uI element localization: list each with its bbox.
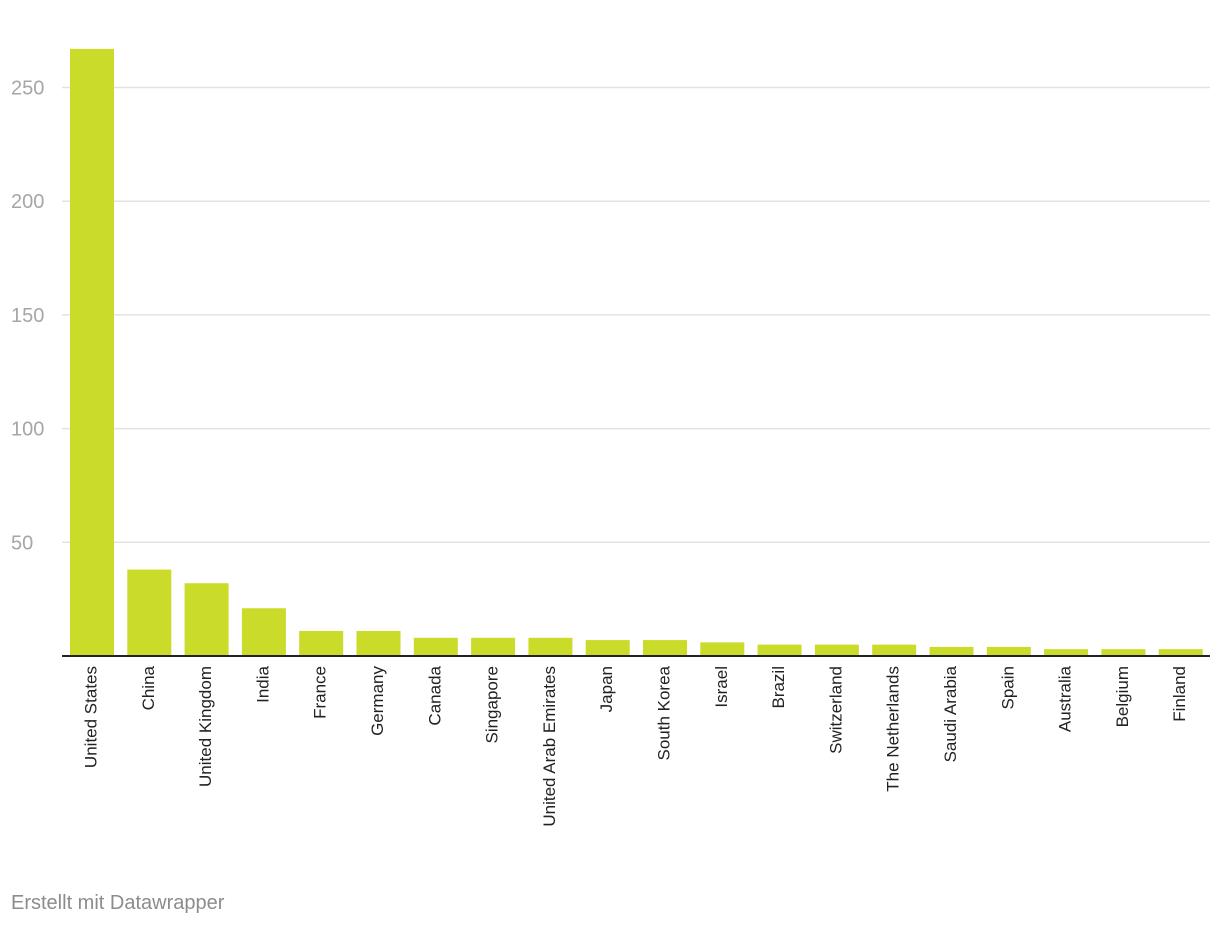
bar [1158, 649, 1203, 656]
y-axis-ticks: 50 100 150 200 250 [11, 78, 44, 555]
gridlines [62, 86, 1210, 544]
bar [241, 608, 286, 656]
x-category-label: France [311, 666, 330, 719]
bar [528, 637, 573, 656]
x-category-label: Australia [1056, 665, 1075, 732]
x-category-label: United Arab Emirates [540, 666, 559, 827]
bar [1044, 649, 1089, 656]
x-category-label: The Netherlands [884, 666, 903, 792]
y-tick-label: 150 [11, 305, 44, 327]
x-category-label: Spain [998, 666, 1017, 709]
x-category-label: Singapore [483, 666, 502, 744]
bar [700, 642, 745, 656]
bar [127, 569, 172, 656]
x-category-label: Brazil [769, 666, 788, 709]
x-category-label: Finland [1170, 666, 1189, 722]
x-axis-labels: United States China United Kingdom India Fra… [81, 665, 1189, 826]
x-category-label: Israel [712, 666, 731, 708]
y-tick-label: 250 [11, 78, 44, 100]
x-category-label: Belgium [1113, 666, 1132, 727]
x-category-label: United States [81, 666, 100, 768]
bar [872, 644, 917, 656]
x-category-label: Japan [597, 666, 616, 712]
x-category-label: India [253, 665, 272, 702]
bar [986, 646, 1031, 656]
bar [1101, 649, 1146, 656]
bar [929, 646, 974, 656]
bar [356, 630, 401, 656]
x-category-label: Canada [425, 665, 444, 725]
footer-credit: Erstellt mit Datawrapper [11, 892, 225, 914]
bar [814, 644, 859, 656]
bar [299, 630, 344, 656]
y-tick-label: 200 [11, 191, 44, 213]
x-category-label: Switzerland [826, 666, 845, 754]
x-category-label: Saudi Arabia [941, 665, 960, 762]
y-tick-label: 100 [11, 419, 44, 441]
bar [413, 637, 458, 656]
bars [70, 48, 1203, 657]
x-category-label: China [139, 665, 158, 710]
bar [643, 640, 687, 656]
bar [757, 644, 802, 656]
bar [471, 637, 516, 656]
bar [184, 583, 229, 656]
y-tick-label: 50 [11, 532, 33, 554]
bar [70, 48, 114, 657]
x-category-label: United Kingdom [196, 666, 215, 787]
bar [585, 640, 630, 656]
x-category-label: Germany [368, 666, 387, 736]
x-category-label: South Korea [654, 665, 673, 760]
